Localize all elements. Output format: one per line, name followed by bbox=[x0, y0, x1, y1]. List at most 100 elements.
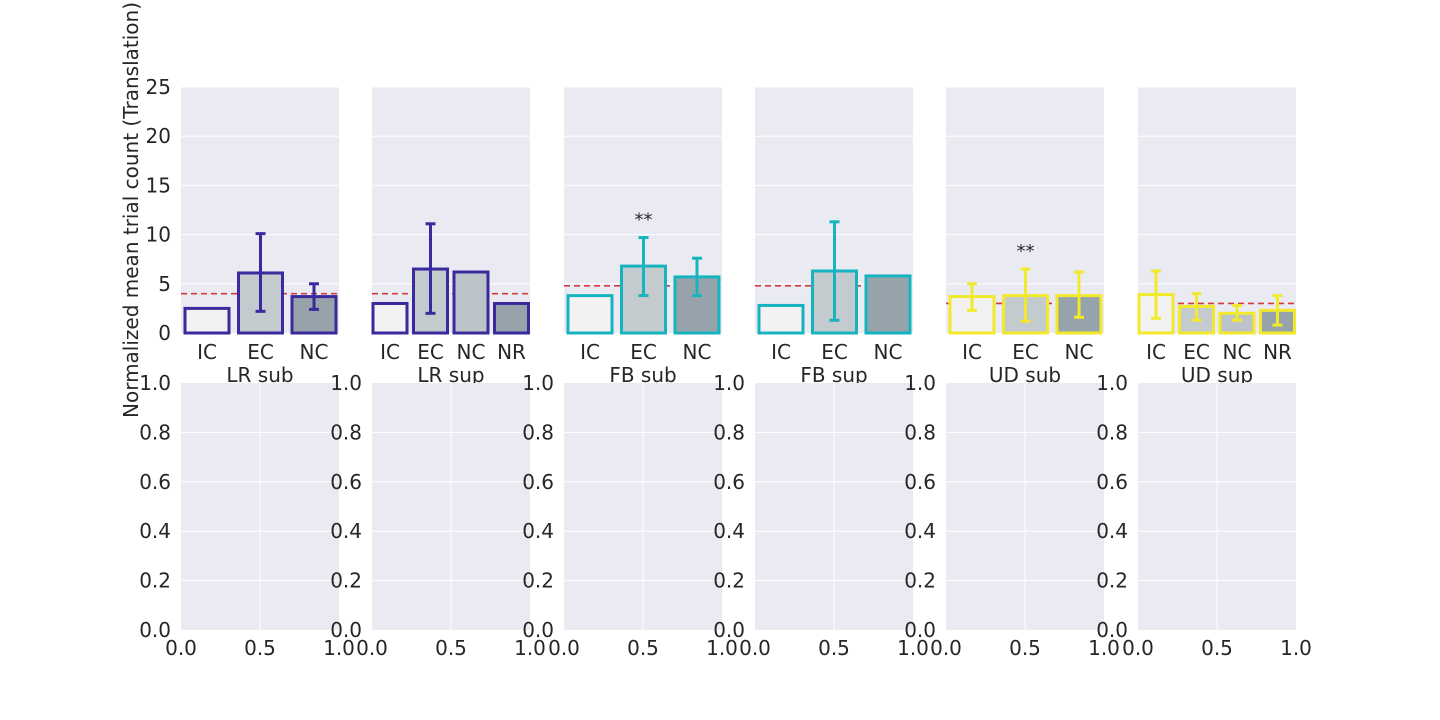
y-tick-label: 0.0 bbox=[1096, 618, 1128, 642]
bar-ic bbox=[757, 303, 805, 335]
x-tick-label: 1.0 bbox=[323, 636, 355, 660]
y-tick-label: 0.0 bbox=[904, 618, 936, 642]
y-tick-label: 0.0 bbox=[139, 618, 171, 642]
x-tick-label: 1.0 bbox=[897, 636, 929, 660]
y-tick-label: 0.6 bbox=[1096, 470, 1128, 494]
x-tick-label: NC bbox=[683, 340, 712, 364]
y-tick-label: 0.8 bbox=[713, 420, 745, 444]
subplot-background bbox=[1138, 87, 1296, 333]
x-tick-label: 0.0 bbox=[739, 636, 771, 660]
x-tick-label: NC bbox=[457, 340, 486, 364]
error-bar bbox=[829, 220, 840, 322]
x-tick-label: NR bbox=[1263, 340, 1292, 364]
x-tick-label: NR bbox=[497, 340, 526, 364]
y-tick-label: 0.6 bbox=[330, 470, 362, 494]
x-tick-label: IC bbox=[380, 340, 400, 364]
x-tick-label: EC bbox=[247, 340, 274, 364]
y-tick-label: 0.2 bbox=[713, 569, 745, 593]
y-tick-label: 0.0 bbox=[330, 618, 362, 642]
y-tick-label: 1.0 bbox=[713, 371, 745, 395]
x-tick-label: 0.5 bbox=[627, 636, 659, 660]
y-tick-label: 0.4 bbox=[904, 519, 936, 543]
y-tick-label: 20 bbox=[146, 124, 171, 148]
x-tick-label: 0.5 bbox=[435, 636, 467, 660]
error-bar bbox=[1151, 269, 1161, 320]
y-tick-label: 1.0 bbox=[522, 371, 554, 395]
y-tick-label: 0.2 bbox=[522, 569, 554, 593]
x-tick-label: EC bbox=[821, 340, 848, 364]
x-tick-label: 1.0 bbox=[706, 636, 738, 660]
subplot-11: 0.0 0.2 0.4 0.6 0.8 1.0 0.0 0.5 1.0 bbox=[904, 371, 1120, 660]
y-tick-label: 0.6 bbox=[713, 470, 745, 494]
subplot-9: 0.0 0.2 0.4 0.6 0.8 1.0 0.0 0.5 1.0 bbox=[522, 371, 738, 660]
subplot-12: 0.0 0.2 0.4 0.6 0.8 1.0 0.0 0.5 1.0 bbox=[1096, 371, 1312, 660]
x-tick-label: EC bbox=[417, 340, 444, 364]
error-bar bbox=[425, 222, 436, 315]
x-tick-label: 0.0 bbox=[356, 636, 388, 660]
x-tick-label: 0.5 bbox=[818, 636, 850, 660]
x-tick-label: 0.0 bbox=[1122, 636, 1154, 660]
bar-nr bbox=[493, 301, 530, 335]
y-tick-label: 0.6 bbox=[522, 470, 554, 494]
y-tick-label: 0.4 bbox=[330, 519, 362, 543]
y-tick-label: 0.2 bbox=[139, 569, 171, 593]
x-tick-label: EC bbox=[1183, 340, 1210, 364]
error-bar bbox=[1272, 294, 1283, 327]
bar-ic bbox=[566, 294, 614, 335]
y-tick-label: 0.2 bbox=[1096, 569, 1128, 593]
subplot-8: 0.0 0.2 0.4 0.6 0.8 1.0 0.0 0.5 1.0 bbox=[330, 371, 546, 660]
y-tick-label: 0.6 bbox=[904, 470, 936, 494]
x-tick-label: 1.0 bbox=[1280, 636, 1312, 660]
x-tick-label: 0.5 bbox=[1009, 636, 1041, 660]
significance-annotation: ** bbox=[635, 210, 653, 231]
error-bar bbox=[692, 256, 702, 298]
bar-ic bbox=[371, 301, 409, 335]
y-tick-label: 1.0 bbox=[330, 371, 362, 395]
subplot-10: 0.0 0.2 0.4 0.6 0.8 1.0 0.0 0.5 1.0 bbox=[713, 371, 929, 660]
error-bar bbox=[638, 236, 649, 298]
x-tick-label: 0.5 bbox=[1201, 636, 1233, 660]
subplot-7: 0.0 0.2 0.4 0.6 0.8 1.0 0.0 0.5 1.0 bbox=[139, 371, 355, 660]
error-bar bbox=[1020, 267, 1031, 323]
x-tick-label: 0.0 bbox=[165, 636, 197, 660]
x-tick-label: NC bbox=[1065, 340, 1094, 364]
x-tick-label: 0.0 bbox=[548, 636, 580, 660]
x-tick-label: EC bbox=[630, 340, 657, 364]
error-bar bbox=[1191, 292, 1202, 322]
bar-nc bbox=[452, 270, 490, 335]
y-tick-label: 1.0 bbox=[139, 371, 171, 395]
error-bar bbox=[1232, 303, 1242, 322]
x-tick-label: 0.5 bbox=[244, 636, 276, 660]
y-tick-label: 0.4 bbox=[713, 519, 745, 543]
x-tick-label: EC bbox=[1012, 340, 1039, 364]
y-tick-label: 0.4 bbox=[1096, 519, 1128, 543]
error-bar bbox=[309, 282, 319, 311]
y-tick-label: 1.0 bbox=[1096, 371, 1128, 395]
error-bar bbox=[255, 232, 266, 313]
y-tick-label: 0.0 bbox=[713, 618, 745, 642]
y-tick-label: 1.0 bbox=[904, 371, 936, 395]
subplot-background bbox=[372, 87, 530, 333]
x-tick-label: 1.0 bbox=[1088, 636, 1120, 660]
y-tick-label: 0.4 bbox=[139, 519, 171, 543]
x-tick-label: IC bbox=[962, 340, 982, 364]
y-tick-label: 0.8 bbox=[904, 420, 936, 444]
significance-annotation: ** bbox=[1017, 241, 1035, 262]
x-tick-label: NC bbox=[1223, 340, 1252, 364]
subplot-5: IC EC NC**UD sub bbox=[946, 86, 1104, 387]
y-tick-label: 0.2 bbox=[330, 569, 362, 593]
subplot-3: IC EC NC**FB sub bbox=[564, 86, 722, 387]
y-tick-label: 0.8 bbox=[330, 420, 362, 444]
bar-ic bbox=[183, 306, 231, 335]
x-tick-label: IC bbox=[197, 340, 217, 364]
y-tick-label: 0.2 bbox=[904, 569, 936, 593]
x-tick-label: IC bbox=[580, 340, 600, 364]
y-tick-label: 0.4 bbox=[522, 519, 554, 543]
x-tick-label: NC bbox=[874, 340, 903, 364]
x-tick-label: IC bbox=[771, 340, 791, 364]
y-tick-label: 15 bbox=[146, 173, 171, 197]
